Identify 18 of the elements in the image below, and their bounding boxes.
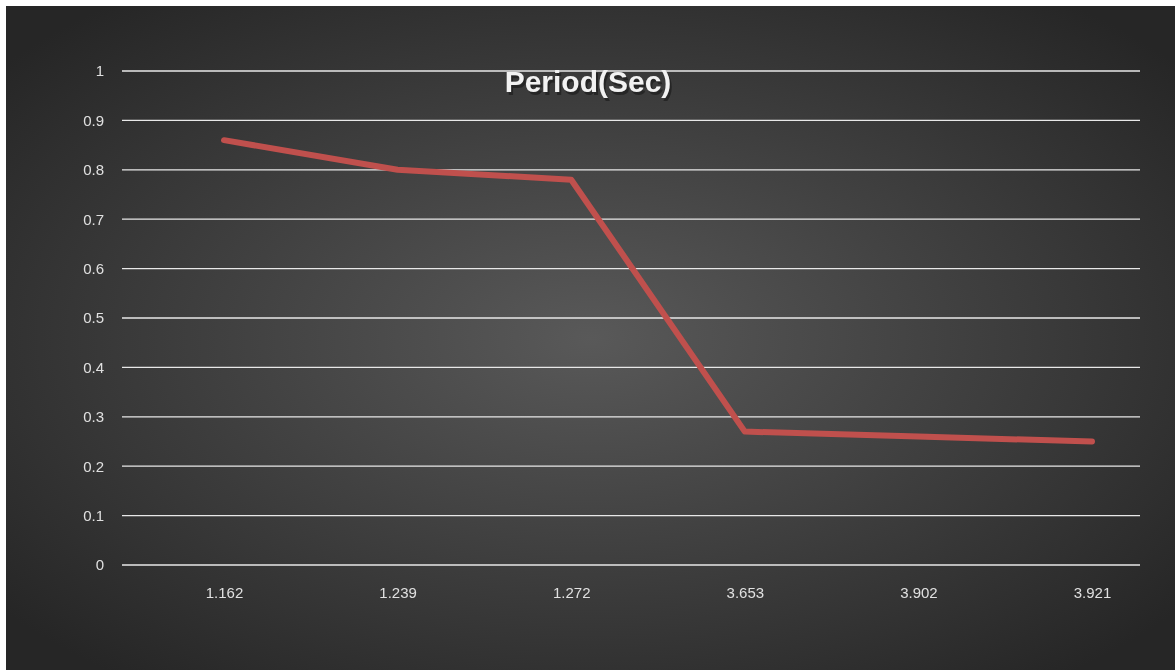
y-tick-label: 0.6 <box>83 259 104 277</box>
y-tick-label: 0.1 <box>83 506 104 524</box>
y-tick-label: 0.7 <box>83 210 104 228</box>
y-tick-label: 0.3 <box>83 408 104 426</box>
y-tick-label: 0 <box>95 556 104 574</box>
x-tick-label: 1.272 <box>552 583 591 601</box>
y-tick-label: 0.5 <box>83 309 104 327</box>
y-tick-label: 0.9 <box>83 111 104 129</box>
x-tick-label: 3.921 <box>1073 583 1112 601</box>
chart-title: Period(Sec) <box>506 68 674 101</box>
x-tick-label: 3.653 <box>726 583 765 601</box>
x-tick-label: 1.239 <box>379 583 417 601</box>
y-tick-label: 0.4 <box>83 358 104 376</box>
y-tick-label: 1 <box>95 62 104 80</box>
x-tick-label: 1.162 <box>205 583 244 601</box>
y-tick-label: 0.8 <box>83 161 104 179</box>
x-tick-label: 3.902 <box>900 583 938 601</box>
y-tick-label: 0.2 <box>83 457 104 475</box>
